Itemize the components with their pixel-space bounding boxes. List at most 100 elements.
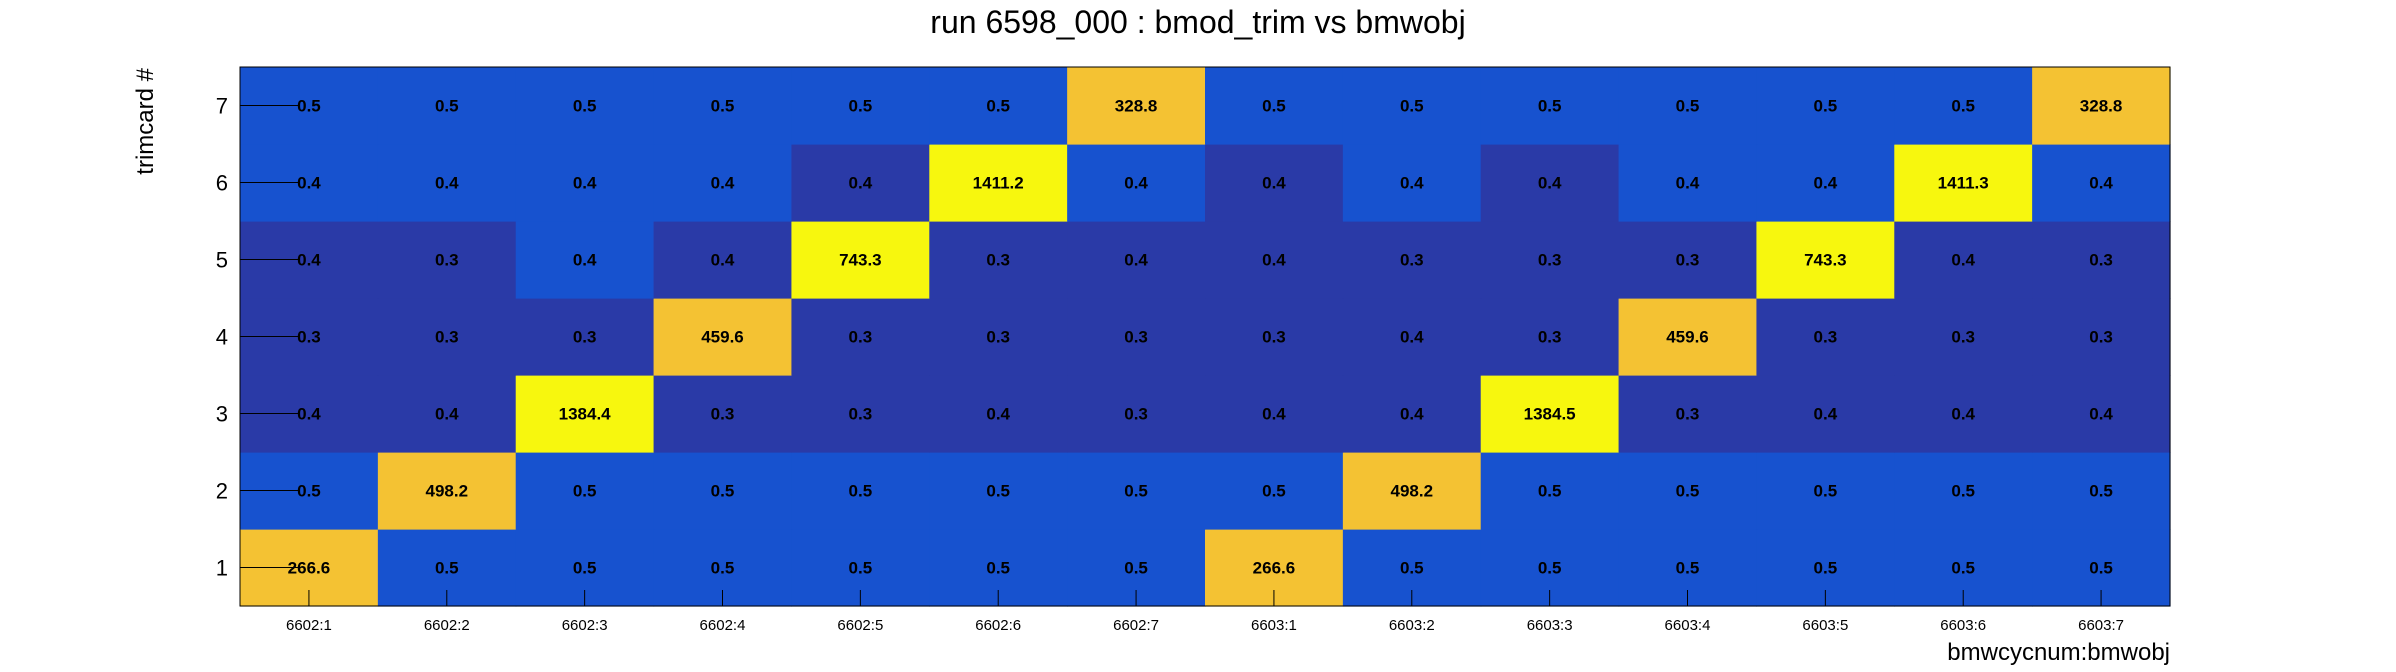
cell-value-label: 0.3 [573,328,597,347]
heatmap-cell [377,144,517,222]
heatmap-cell [2032,144,2171,222]
y-tick-label: 2 [216,479,228,504]
heatmap-cell [653,144,793,222]
heatmap-cell [2032,375,2171,453]
cell-value-label: 0.4 [1400,174,1424,193]
heatmap-cell [515,221,655,299]
heatmap-cell [653,452,793,530]
cell-value-label: 0.5 [1124,482,1148,501]
cell-value-label: 0.5 [1814,559,1838,578]
cell-value-label: 0.4 [711,251,735,270]
cell-value-label: 0.5 [435,559,459,578]
cell-value-label: 0.3 [849,328,873,347]
heatmap-cell [791,221,930,299]
cell-value-label: 0.5 [849,97,873,116]
heatmap-cell [929,221,1068,299]
cell-value-label: 0.4 [2089,405,2113,424]
heatmap-cell [1205,452,1344,530]
heatmap-cell [791,375,930,453]
heatmap-cell [1894,144,2033,222]
heatmap-cell [1480,67,1620,145]
heatmap-cell [1067,452,1206,530]
cell-value-label: 0.5 [1814,482,1838,501]
cell-value-label: 0.3 [435,328,459,347]
cell-value-label: 498.2 [426,482,469,501]
heatmap-cell [1894,67,2033,145]
cell-value-label: 0.4 [297,251,321,270]
cell-value-label: 0.4 [297,174,321,193]
cell-value-label: 0.5 [1676,97,1700,116]
cell-value-label: 0.5 [435,97,459,116]
y-tick-label: 7 [216,94,228,119]
heatmap-cell [1205,298,1344,376]
cell-value-label: 0.4 [711,174,735,193]
heatmap-cell [2032,298,2171,376]
heatmap-cell [1342,375,1482,453]
cell-value-label: 0.4 [849,174,873,193]
cell-value-label: 0.3 [986,251,1010,270]
cell-value-label: 743.3 [1804,251,1847,270]
cell-value-label: 0.5 [2089,482,2113,501]
cell-value-label: 0.5 [1814,97,1838,116]
heatmap-cell [653,67,793,145]
cell-value-label: 0.5 [1124,559,1148,578]
heatmap-cell [515,67,655,145]
plot-frame [239,66,2171,607]
cell-value-label: 0.4 [1951,251,1975,270]
cell-value-label: 0.3 [1262,328,1286,347]
cell-value-label: 0.5 [849,559,873,578]
cell-value-label: 0.4 [435,405,459,424]
heatmap-cell [1618,67,1758,145]
heatmap-cell [1618,221,1758,299]
cell-value-label: 0.4 [1676,174,1700,193]
cell-value-label: 0.5 [711,97,735,116]
y-tick-label: 6 [216,171,228,196]
cell-value-label: 0.5 [1951,97,1975,116]
cell-value-label: 0.4 [1124,174,1148,193]
heatmap-cell [1205,375,1344,453]
heatmap-cell [1067,221,1206,299]
x-tick-label: 6602:5 [837,617,883,634]
cell-value-label: 266.6 [288,559,331,578]
y-tick-label: 4 [216,325,228,350]
x-tick-label: 6602:7 [1113,617,1159,634]
cell-value-label: 0.4 [1262,251,1286,270]
cell-value-label: 0.3 [1814,328,1838,347]
heatmap-cell [1342,452,1482,530]
cell-value-label: 0.4 [2089,174,2113,193]
cell-value-label: 0.4 [573,174,597,193]
heatmap-cell [1756,298,1895,376]
cell-value-label: 0.3 [849,405,873,424]
cell-value-labels: 266.6 0.5 0.5 0.5 0.5 0.5 0.5 266.6 0.5 0.5 0.5 0.5… [288,97,2123,578]
x-tick-label: 6603:1 [1251,617,1297,634]
heatmap-cell [1342,67,1482,145]
cell-value-label: 0.4 [1951,405,1975,424]
y-tick-label: 5 [216,248,228,273]
cell-value-label: 0.5 [1676,482,1700,501]
x-tick-label: 6602:6 [975,617,1021,634]
cell-value-label: 0.4 [297,405,321,424]
heatmap-cell [2032,452,2171,530]
heatmap-cell [929,452,1068,530]
y-tick-labels: 1 2 3 4 5 6 7 [216,94,228,581]
heatmap-cell [1480,221,1620,299]
heatmap-cells [240,67,2171,607]
cell-value-label: 0.4 [1538,174,1562,193]
cell-value-label: 0.5 [1400,97,1424,116]
cell-value-label: 0.5 [297,482,321,501]
cell-value-label: 0.5 [1262,482,1286,501]
heatmap-cell [1342,144,1482,222]
heatmap-cell [929,298,1068,376]
heatmap-cell [515,144,655,222]
heatmap-cell [1894,375,2033,453]
cell-value-label: 0.5 [1538,97,1562,116]
cell-value-label: 0.3 [1951,328,1975,347]
heatmap-cell [1894,298,2033,376]
heatmap-cell [1342,298,1482,376]
heatmap-cell [1480,144,1620,222]
heatmap-cell [377,375,517,453]
heatmap-cell [1205,144,1344,222]
x-tick-label: 6603:6 [1940,617,1986,634]
cell-value-label: 0.5 [1538,559,1562,578]
